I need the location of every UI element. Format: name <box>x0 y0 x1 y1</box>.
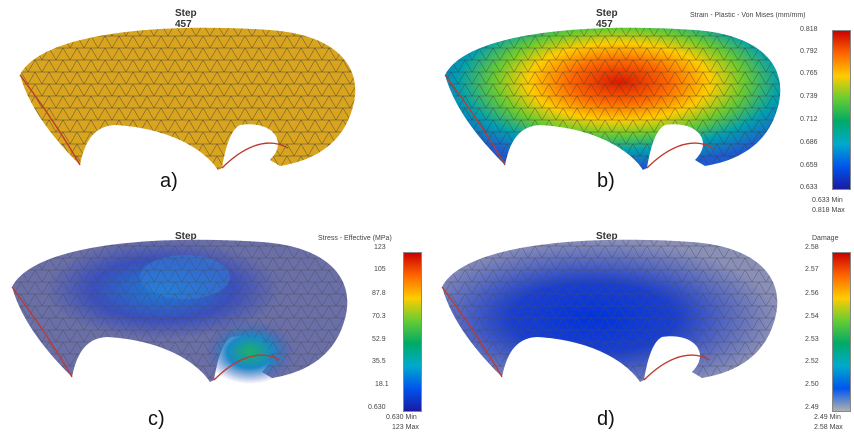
tick-d-4: 2.53 <box>805 336 819 343</box>
tick-d-6: 2.50 <box>805 381 819 388</box>
tick-b-7: 0.633 <box>800 184 818 191</box>
tick-b-5: 0.686 <box>800 139 818 146</box>
tick-c-6: 18.1 <box>375 381 389 388</box>
tick-c-5: 35.5 <box>372 358 386 365</box>
contour-b <box>444 27 781 170</box>
tick-b-0: 0.818 <box>800 26 818 33</box>
tick-b-1: 0.792 <box>800 48 818 55</box>
tick-d-2: 2.56 <box>805 290 819 297</box>
legend-max-d: 2.58 Max <box>814 424 843 431</box>
tick-b-3: 0.739 <box>800 93 818 100</box>
step-title-a: Step 457 <box>175 8 197 30</box>
tick-b-2: 0.765 <box>800 70 818 77</box>
legend-max-c: 123 Max <box>392 424 419 431</box>
legend-bar-b <box>832 30 851 190</box>
legend-bar-d <box>832 252 851 412</box>
tick-b-4: 0.712 <box>800 116 818 123</box>
legend-min-b: 0.633 Min <box>812 197 843 204</box>
legend-bar-c <box>403 252 422 412</box>
panel-label-c: c) <box>148 408 165 430</box>
tick-c-2: 87.8 <box>372 290 386 297</box>
panel-label-b: b) <box>597 170 615 192</box>
contour-d <box>441 239 778 382</box>
legend-title-d: Damage <box>812 235 839 242</box>
tick-c-7: 0.630 <box>368 404 386 411</box>
legend-min-c: 0.630 Min <box>386 414 417 421</box>
legend-min-d: 2.49 Min <box>814 414 841 421</box>
mesh-a <box>19 27 356 170</box>
tick-d-3: 2.54 <box>805 313 819 320</box>
tick-c-4: 52.9 <box>372 336 386 343</box>
panel-label-a: a) <box>160 170 178 192</box>
contour-c <box>11 239 348 384</box>
tick-b-6: 0.659 <box>800 162 818 169</box>
panel-label-d: d) <box>597 408 615 430</box>
tick-c-1: 105 <box>374 266 386 273</box>
tick-d-0: 2.58 <box>805 244 819 251</box>
step-title-b: Step 457 <box>596 8 618 30</box>
legend-max-b: 0.818 Max <box>812 207 845 214</box>
tick-c-0: 123 <box>374 244 386 251</box>
legend-title-c: Stress - Effective (MPa) <box>318 235 392 242</box>
tick-d-7: 2.49 <box>805 404 819 411</box>
tick-c-3: 70.3 <box>372 313 386 320</box>
legend-title-b: Strain - Plastic - Von Mises (mm/mm) <box>690 12 806 19</box>
tick-d-1: 2.57 <box>805 266 819 273</box>
tick-d-5: 2.52 <box>805 358 819 365</box>
